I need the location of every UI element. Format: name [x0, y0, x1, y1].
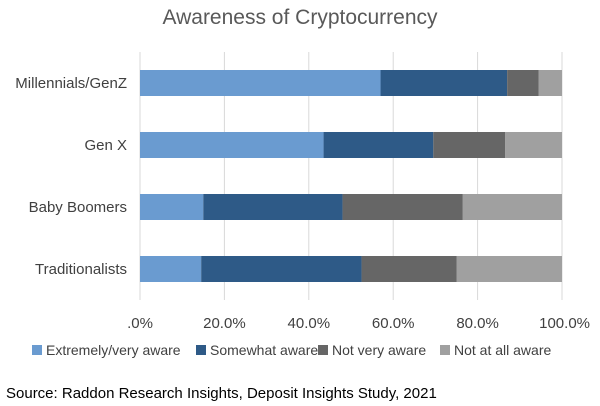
- bar-segment: [462, 194, 562, 220]
- x-tick-label: 40.0%: [288, 315, 331, 332]
- legend-swatch: [318, 345, 328, 355]
- legend-label: Not very aware: [332, 342, 426, 358]
- bar-segment: [538, 70, 562, 96]
- category-label: Baby Boomers: [29, 199, 127, 216]
- legend-swatch: [32, 345, 42, 355]
- bar-segment: [361, 256, 457, 282]
- bar-segment: [505, 132, 562, 158]
- bar-segment: [456, 256, 562, 282]
- bar-segment: [140, 194, 204, 220]
- x-tick-label: 80.0%: [456, 315, 499, 332]
- bar-segment: [323, 132, 434, 158]
- source-note: Source: Raddon Research Insights, Deposi…: [6, 385, 437, 402]
- category-label: Traditionalists: [35, 261, 127, 278]
- bars: [140, 70, 562, 282]
- legend-swatch: [196, 345, 206, 355]
- category-label: Millennials/GenZ: [15, 75, 127, 92]
- x-tick-label: 20.0%: [203, 315, 246, 332]
- bar-segment: [201, 256, 362, 282]
- bar-segment: [433, 132, 506, 158]
- x-tick-label: 60.0%: [372, 315, 415, 332]
- legend: Extremely/very aware Somewhat aware Not ve…: [32, 342, 551, 358]
- legend-label: Somewhat aware: [210, 342, 318, 358]
- bar-segment: [342, 194, 463, 220]
- bar-segment: [140, 70, 381, 96]
- bar-segment: [140, 132, 324, 158]
- legend-label: Extremely/very aware: [46, 342, 181, 358]
- category-label: Gen X: [84, 137, 127, 154]
- legend-swatch: [440, 345, 450, 355]
- x-tick-label: 100.0%: [539, 315, 590, 332]
- legend-label: Not at all aware: [454, 342, 551, 358]
- x-tick-label: .0%: [127, 315, 153, 332]
- category-labels: Millennials/GenZ Gen X Baby Boomers Traditi…: [15, 75, 127, 278]
- chart-title: Awareness of Cryptocurrency: [162, 6, 438, 29]
- bar-segment: [140, 256, 202, 282]
- x-tick-labels: .0% 20.0% 40.0% 60.0% 80.0% 100.0%: [127, 315, 590, 332]
- bar-segment: [203, 194, 343, 220]
- bar-segment: [507, 70, 539, 96]
- bar-segment: [380, 70, 508, 96]
